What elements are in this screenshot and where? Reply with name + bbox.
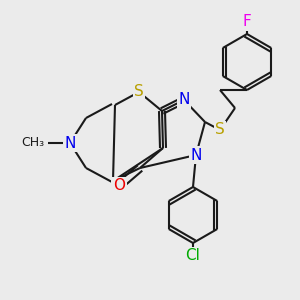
Text: O: O [113, 178, 125, 194]
Text: N: N [64, 136, 76, 151]
Text: S: S [215, 122, 225, 137]
Text: F: F [243, 14, 251, 29]
Text: CH₃: CH₃ [21, 136, 44, 149]
Text: N: N [190, 148, 202, 163]
Text: Cl: Cl [186, 248, 200, 263]
Text: S: S [134, 85, 144, 100]
Text: N: N [178, 92, 190, 107]
